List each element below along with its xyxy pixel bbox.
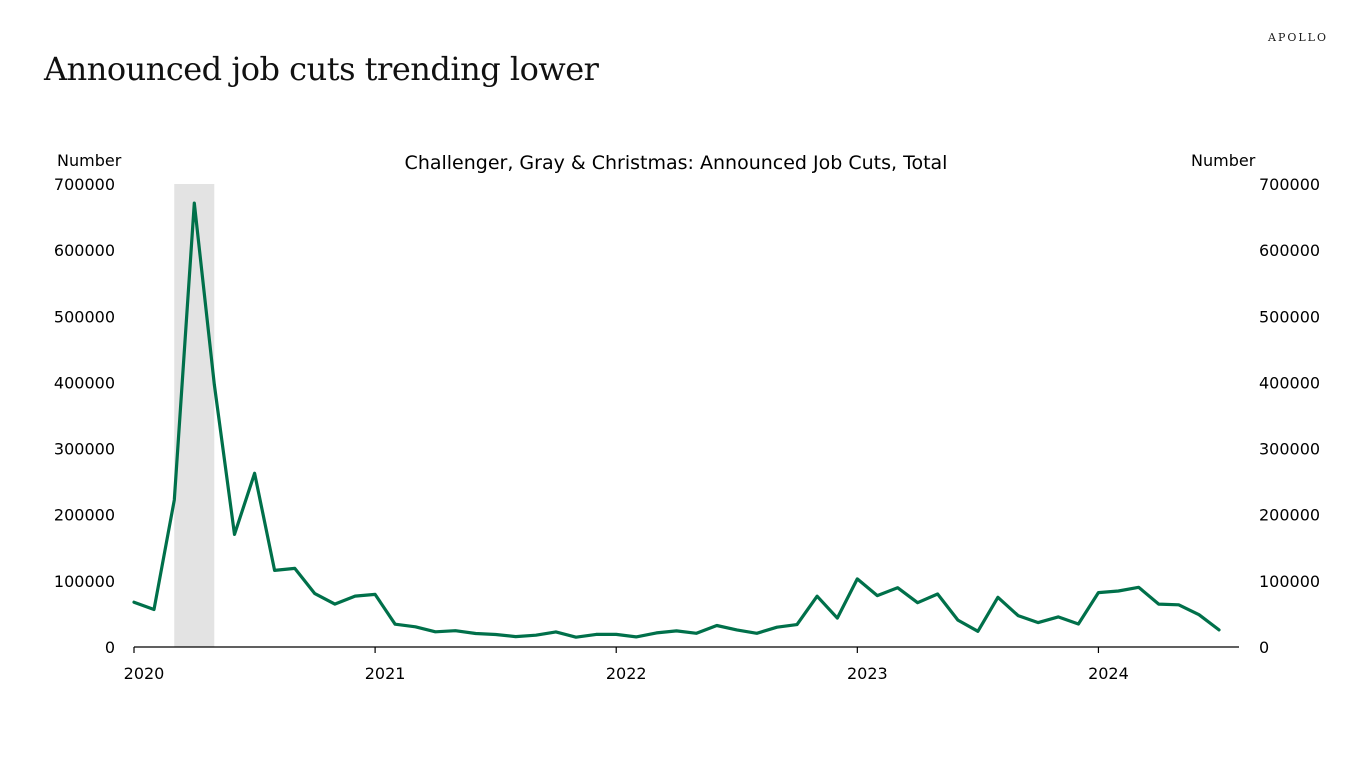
- right-y-tick-label: 400000: [1259, 373, 1320, 392]
- left-y-tick-label: 500000: [54, 307, 115, 326]
- right-y-tick-label: 200000: [1259, 506, 1320, 525]
- series-line-job-cuts: [132, 201, 1221, 639]
- x-tick-label: 2020: [124, 664, 165, 683]
- left-y-tick-label: 200000: [54, 506, 115, 525]
- page-title: Announced job cuts trending lower: [44, 50, 599, 88]
- left-y-tick-label: 100000: [54, 572, 115, 591]
- x-tick-label: 2022: [606, 664, 647, 683]
- right-y-tick-label: 500000: [1259, 307, 1320, 326]
- left-y-tick-label: 300000: [54, 440, 115, 459]
- right-axis-label: Number: [1191, 151, 1256, 170]
- right-y-tick-label: 0: [1259, 638, 1269, 657]
- brand-logo: APOLLO: [1268, 31, 1328, 44]
- x-tick-label: 2024: [1088, 664, 1129, 683]
- left-y-tick-label: 400000: [54, 373, 115, 392]
- right-y-tick-label: 300000: [1259, 440, 1320, 459]
- series-layer: [132, 201, 1221, 639]
- right-y-tick-label: 700000: [1259, 175, 1320, 194]
- left-y-tick-label: 700000: [54, 175, 115, 194]
- left-y-tick-label: 0: [105, 638, 115, 657]
- right-y-axis: 0 100000 200000 300000 400000 500000 600000 700…: [1259, 175, 1320, 657]
- left-y-axis: 0 100000 200000 300000 400000 500000 600000 700…: [54, 175, 115, 657]
- x-tick-label: 2021: [365, 664, 406, 683]
- right-y-tick-label: 100000: [1259, 572, 1320, 591]
- left-axis-label: Number: [57, 151, 122, 170]
- chart-title: Challenger, Gray & Christmas: Announced …: [405, 152, 948, 174]
- left-y-tick-label: 600000: [54, 241, 115, 260]
- right-y-tick-label: 600000: [1259, 241, 1320, 260]
- x-tick-label: 2023: [847, 664, 888, 683]
- x-axis: 2020 2021 2022 2023 2024: [124, 646, 1239, 683]
